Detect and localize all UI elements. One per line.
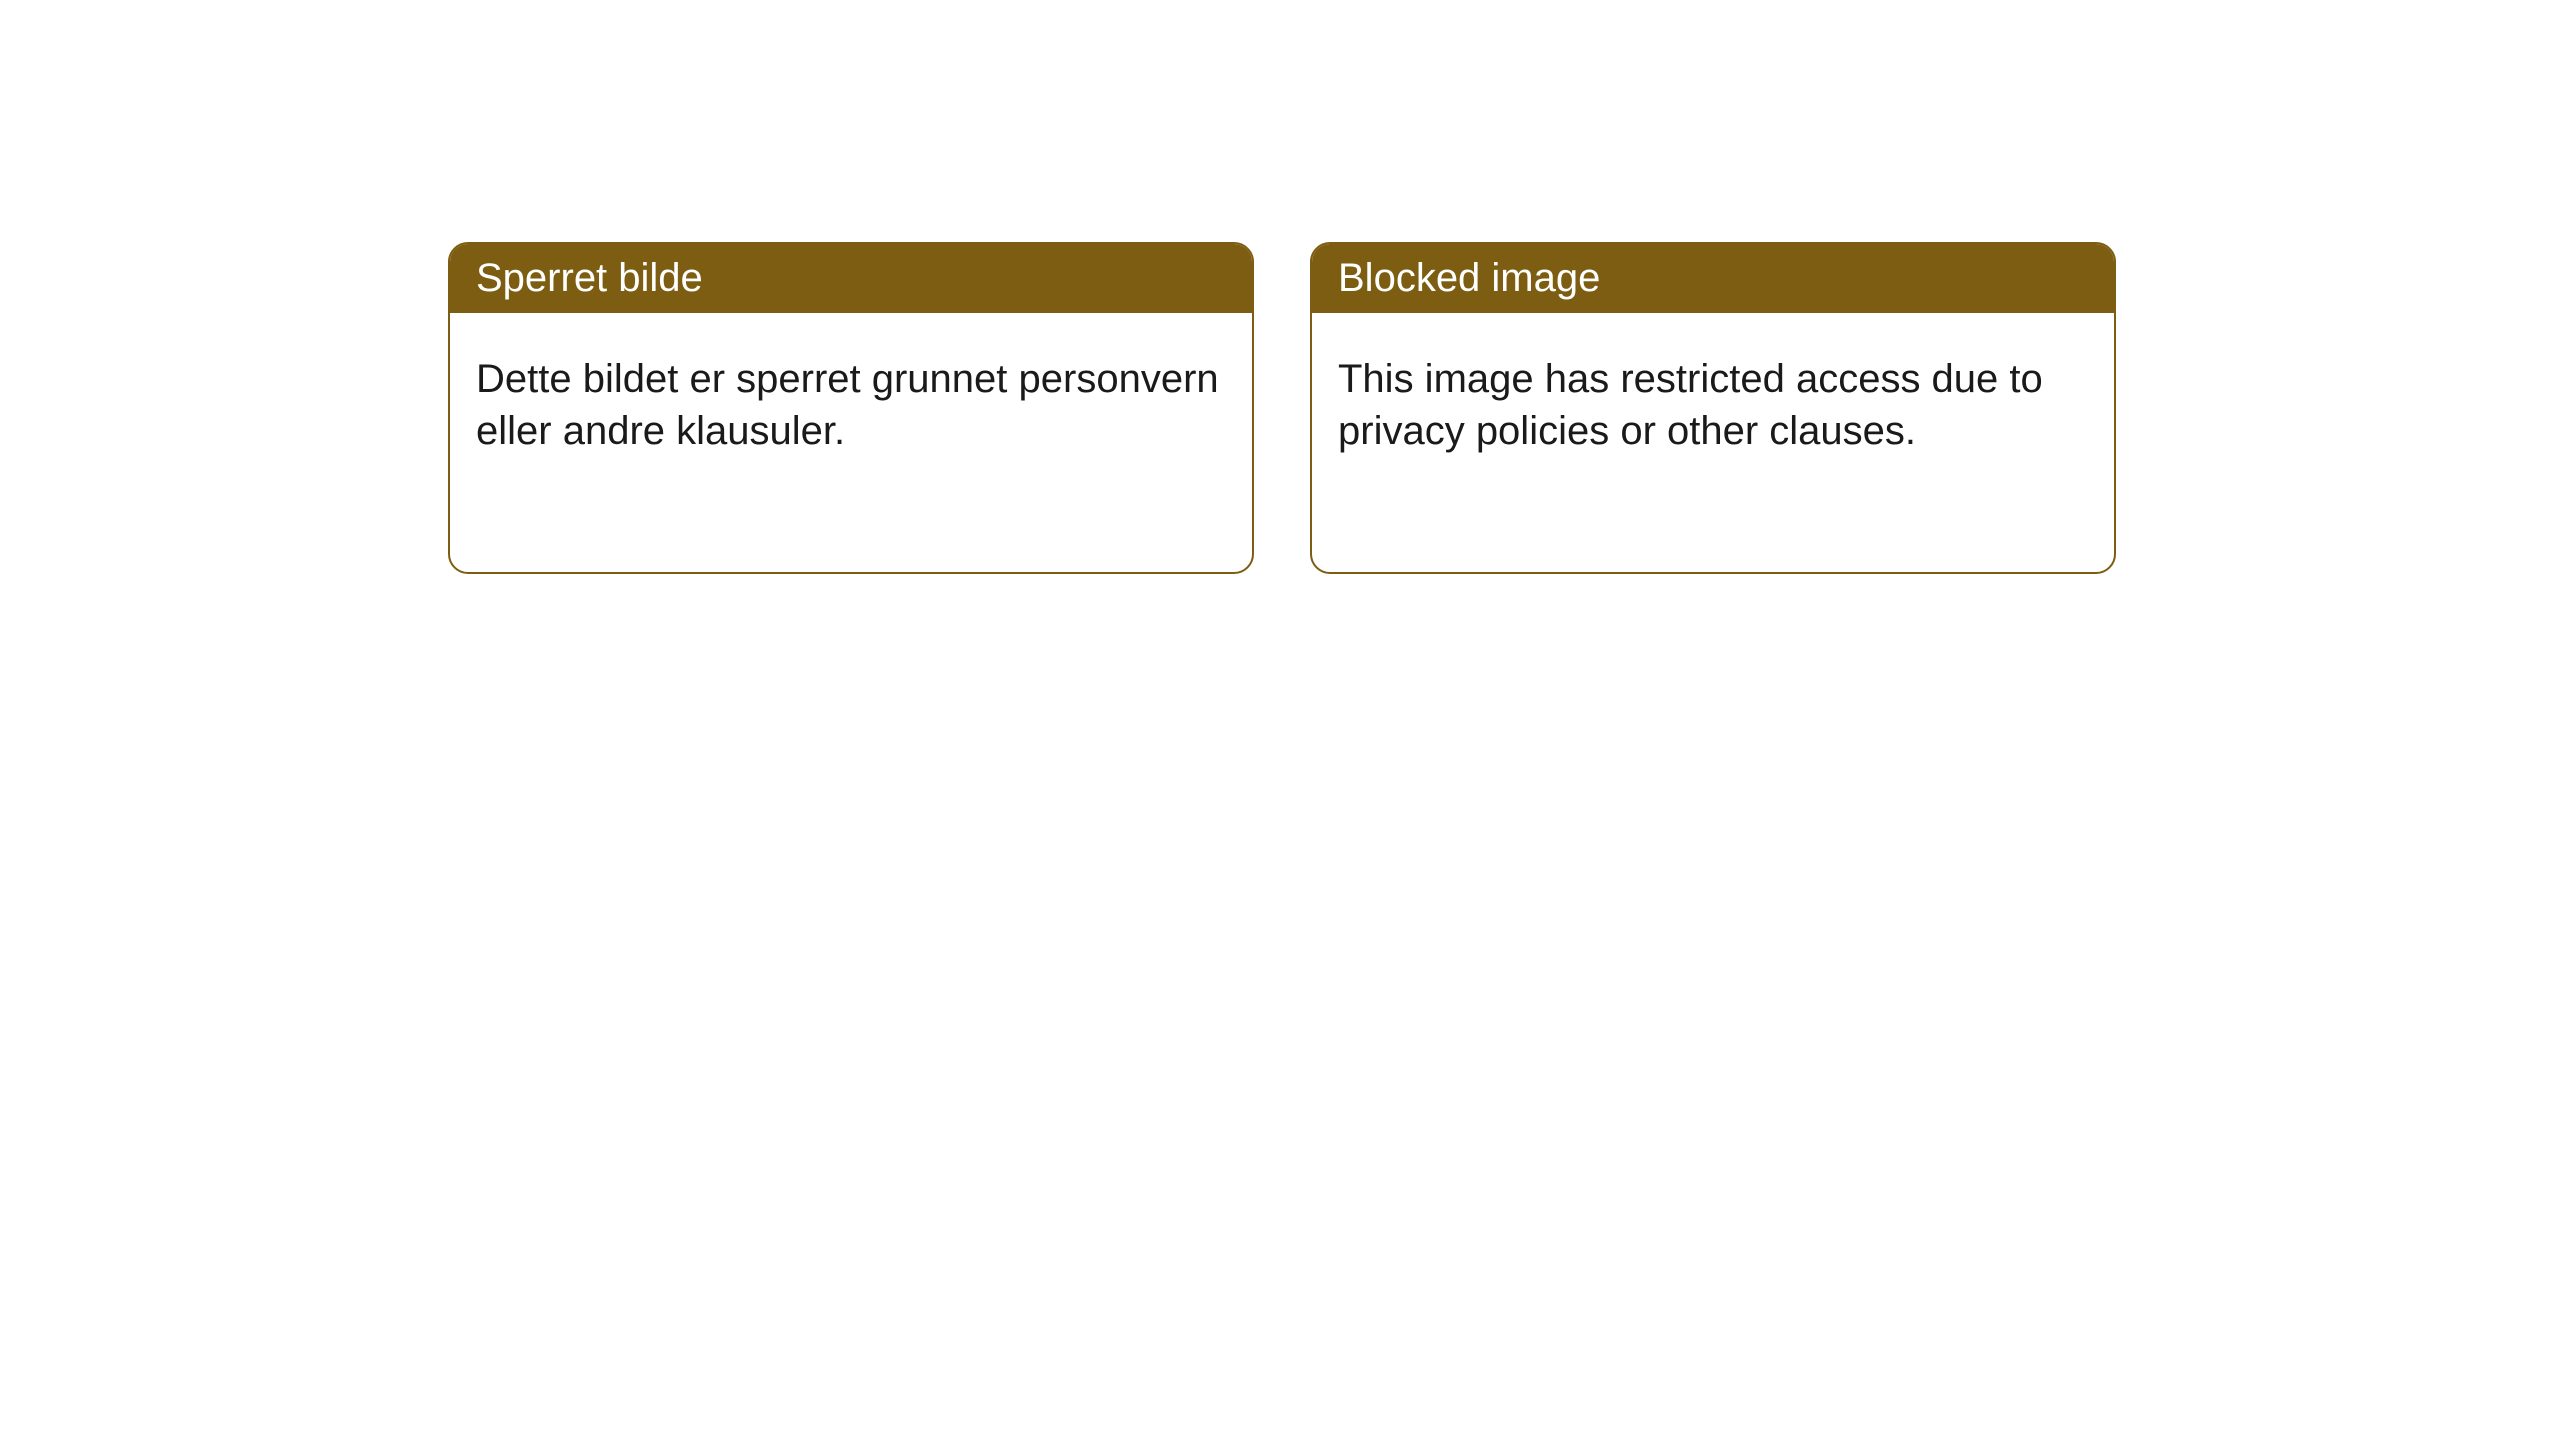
card-title: Blocked image (1338, 256, 1600, 300)
card-body-text: Dette bildet er sperret grunnet personve… (476, 357, 1219, 453)
blocked-image-card-norwegian: Sperret bilde Dette bildet er sperret gr… (448, 242, 1254, 574)
blocked-image-card-english: Blocked image This image has restricted … (1310, 242, 2116, 574)
card-title: Sperret bilde (476, 256, 703, 300)
card-body-text: This image has restricted access due to … (1338, 357, 2043, 453)
card-header: Blocked image (1312, 244, 2114, 313)
card-header: Sperret bilde (450, 244, 1252, 313)
card-body: This image has restricted access due to … (1312, 313, 2114, 497)
card-body: Dette bildet er sperret grunnet personve… (450, 313, 1252, 497)
notice-container: Sperret bilde Dette bildet er sperret gr… (0, 0, 2560, 574)
